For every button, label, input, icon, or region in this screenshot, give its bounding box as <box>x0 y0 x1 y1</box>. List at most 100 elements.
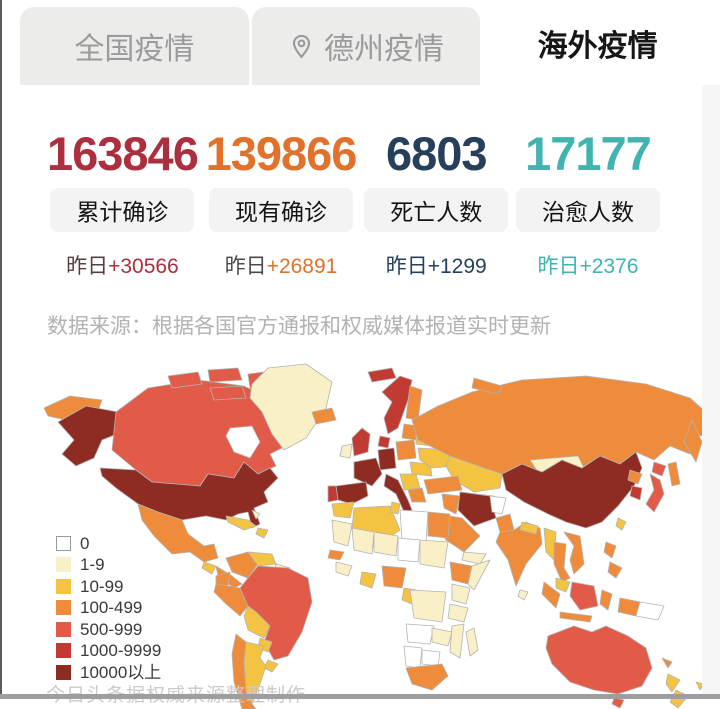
map-region <box>399 473 421 491</box>
stat-delta: 昨日+30566 <box>66 250 179 280</box>
stat-cumulative-confirmed: 163846 累计确诊 昨日+30566 <box>47 127 199 280</box>
map-region <box>611 697 625 709</box>
map-region <box>251 509 261 520</box>
map-region <box>351 427 371 457</box>
map-region <box>373 531 399 557</box>
map-region <box>447 603 469 623</box>
map-region <box>635 601 665 621</box>
stat-deaths: 6803 死亡人数 昨日+1299 <box>364 127 509 280</box>
stat-current-confirmed: 139866 现有确诊 昨日+26891 <box>205 127 358 280</box>
stat-cured: 17177 治愈人数 昨日+2376 <box>515 129 660 280</box>
map-region <box>409 589 447 623</box>
map-region <box>225 515 257 531</box>
legend-label: 500-999 <box>80 619 143 639</box>
map-region <box>517 589 529 601</box>
delta-prefix: 昨日 <box>224 255 267 279</box>
map-region <box>351 527 375 555</box>
map-region <box>495 513 515 533</box>
stat-label: 现有确诊 <box>209 188 354 233</box>
map-region <box>457 491 497 527</box>
map-region <box>607 561 623 579</box>
stat-label: 死亡人数 <box>364 188 509 233</box>
map-region <box>569 581 599 611</box>
tab-label: 德州疫情 <box>324 33 444 66</box>
map-region <box>553 541 571 583</box>
map-region <box>395 439 417 461</box>
epidemic-tab-bar: 全国疫情 德州疫情 海外疫情 <box>0 0 720 85</box>
legend-label: 100-499 <box>80 598 143 618</box>
map-region <box>327 549 345 561</box>
tab-national-epidemic[interactable]: 全国疫情 <box>20 7 249 85</box>
legend-row: 0 <box>56 532 161 554</box>
map-region <box>381 375 413 435</box>
map-region <box>471 377 503 395</box>
map-region <box>541 581 561 609</box>
map-region <box>405 623 435 645</box>
map-region <box>629 485 643 501</box>
map-region <box>427 511 451 539</box>
map-region <box>359 571 377 589</box>
tab-label: 全国疫情 <box>74 33 195 66</box>
map-region <box>331 501 355 519</box>
legend-label: 1000-9999 <box>80 641 162 661</box>
stat-value: 163846 <box>47 127 199 180</box>
map-region <box>209 385 247 401</box>
map-region <box>419 539 449 569</box>
legend-label: 1-9 <box>80 555 105 575</box>
delta-prefix: 昨日 <box>385 255 428 279</box>
map-region <box>399 509 429 543</box>
map-region <box>423 475 463 495</box>
stat-label: 治愈人数 <box>515 188 660 233</box>
tab-label: 海外疫情 <box>537 29 658 63</box>
map-region <box>465 627 479 657</box>
map-region <box>339 443 353 459</box>
map-region <box>201 561 217 575</box>
overseas-stats: 163846 累计确诊 昨日+30566 139866 现有确诊 昨日+2689… <box>0 85 720 280</box>
map-region <box>367 367 397 383</box>
screen-edge-bottom <box>0 694 720 699</box>
map-region <box>555 577 571 593</box>
map-region <box>335 481 369 505</box>
map-region <box>381 565 407 589</box>
map-region <box>327 485 339 503</box>
stat-delta: 昨日+2376 <box>537 250 638 280</box>
map-region <box>243 605 271 639</box>
tab-dezhou-epidemic[interactable]: 德州疫情 <box>251 7 481 85</box>
map-region <box>665 673 681 693</box>
location-pin-icon <box>292 34 311 58</box>
map-region <box>559 611 593 623</box>
stat-value: 139866 <box>205 127 358 180</box>
legend-swatch <box>56 621 71 637</box>
map-region <box>627 469 643 485</box>
world-map-svg <box>43 363 709 709</box>
tab-overseas-epidemic[interactable]: 海外疫情 <box>483 0 713 85</box>
map-region <box>449 623 465 659</box>
stat-value: 6803 <box>385 127 488 180</box>
map-region <box>651 461 667 477</box>
delta-value: +30566 <box>108 255 179 279</box>
map-region <box>377 447 397 471</box>
map-region <box>403 645 423 669</box>
map-region <box>683 419 703 463</box>
legend-label: 10-99 <box>80 576 124 596</box>
legend-row: 1000-9999 <box>56 640 161 662</box>
map-region <box>489 495 507 515</box>
map-region <box>599 589 613 611</box>
hudson-bay <box>225 425 261 459</box>
map-region <box>335 561 353 577</box>
map-region <box>353 457 383 487</box>
map-region <box>239 565 313 661</box>
scroll-gutter <box>702 85 720 694</box>
delta-prefix: 昨日 <box>66 255 109 279</box>
map-region <box>645 473 665 513</box>
map-region <box>397 537 421 563</box>
legend-row: 10-99 <box>56 575 161 597</box>
map-region <box>545 625 653 695</box>
legend-row: 1-9 <box>56 554 161 576</box>
stat-delta: 昨日+26891 <box>225 250 338 280</box>
legend-swatch <box>56 643 71 659</box>
legend-swatch <box>56 600 71 616</box>
map-region <box>249 363 333 451</box>
data-source-note: 数据来源：根据各国官方通报和权威媒体报道实时更新 <box>47 315 551 339</box>
map-region <box>405 663 449 691</box>
